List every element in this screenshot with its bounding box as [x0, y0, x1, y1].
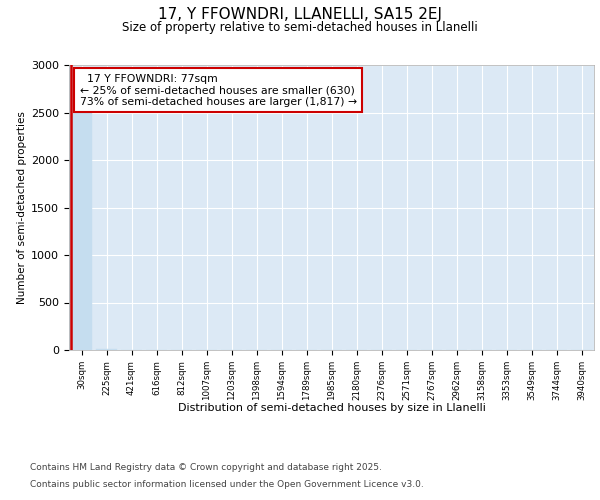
- Bar: [71, 114, 92, 350]
- Text: 17, Y FFOWNDRI, LLANELLI, SA15 2EJ: 17, Y FFOWNDRI, LLANELLI, SA15 2EJ: [158, 8, 442, 22]
- Text: 17 Y FFOWNDRI: 77sqm
← 25% of semi-detached houses are smaller (630)
73% of semi: 17 Y FFOWNDRI: 77sqm ← 25% of semi-detac…: [79, 74, 356, 107]
- Text: Size of property relative to semi-detached houses in Llanelli: Size of property relative to semi-detach…: [122, 21, 478, 34]
- X-axis label: Distribution of semi-detached houses by size in Llanelli: Distribution of semi-detached houses by …: [178, 403, 485, 413]
- Y-axis label: Number of semi-detached properties: Number of semi-detached properties: [17, 111, 27, 304]
- Bar: [96, 349, 117, 350]
- Text: Contains HM Land Registry data © Crown copyright and database right 2025.: Contains HM Land Registry data © Crown c…: [30, 464, 382, 472]
- Text: Contains public sector information licensed under the Open Government Licence v3: Contains public sector information licen…: [30, 480, 424, 489]
